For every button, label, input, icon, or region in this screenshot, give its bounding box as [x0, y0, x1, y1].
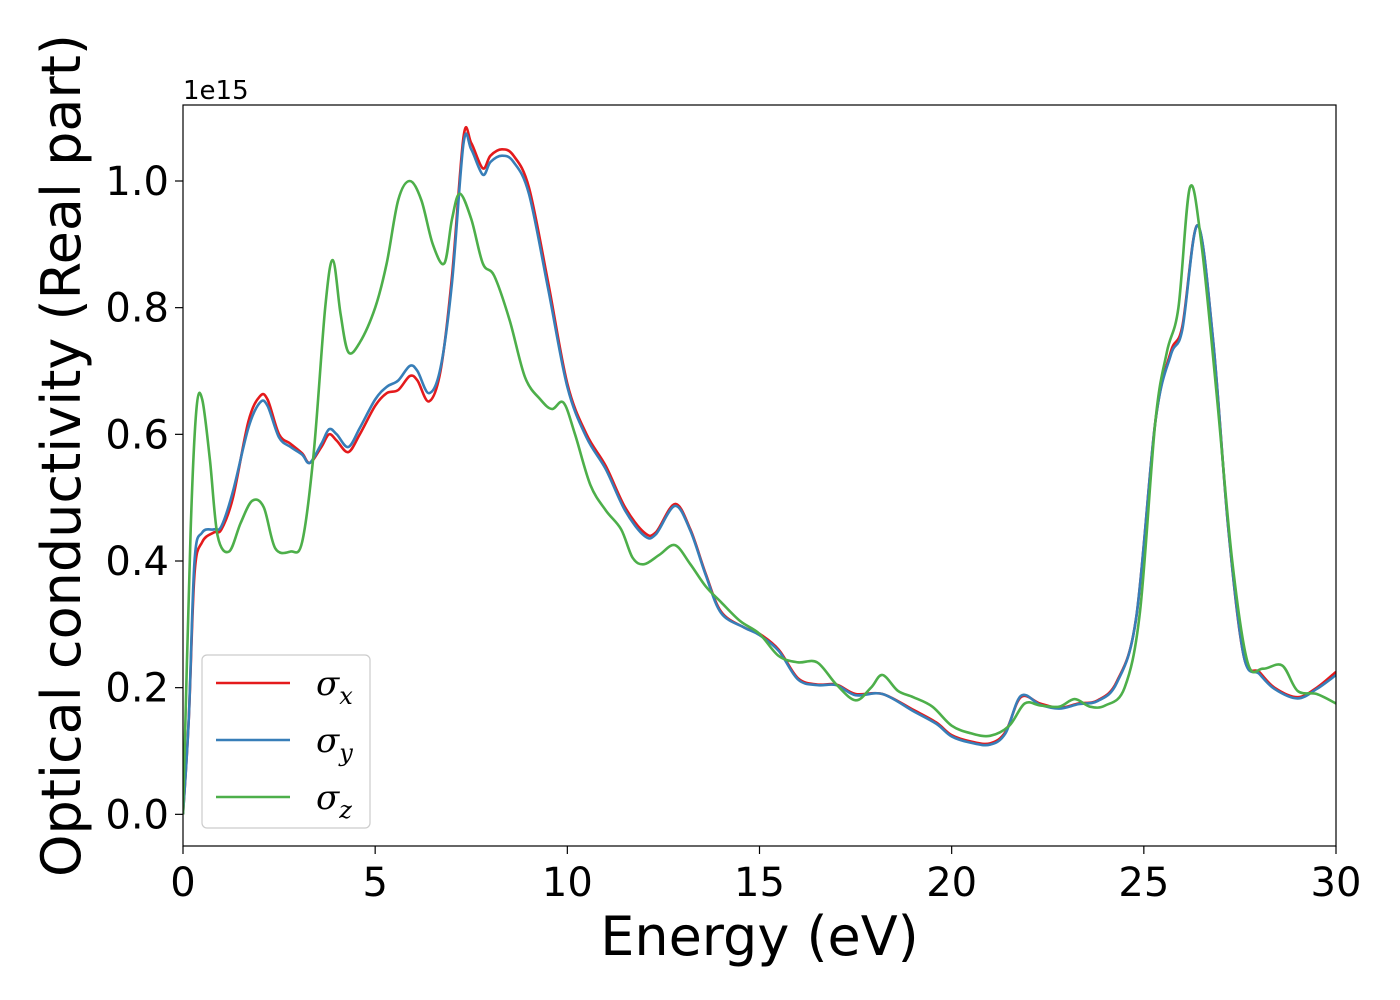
x-tick-label: 5: [362, 860, 387, 906]
y-tick-label: 1.0: [105, 159, 169, 205]
plot-lines: [183, 126, 1336, 815]
x-tick-label: 10: [542, 860, 593, 906]
legend-label-y: σy: [316, 721, 353, 767]
x-axis-title: Energy (eV): [600, 905, 919, 968]
series-line-z: [183, 179, 1336, 815]
x-tick-label: 20: [926, 860, 977, 906]
y-tick-label: 0.6: [105, 412, 169, 458]
y-axis-title: Optical conductivity (Real part): [30, 34, 93, 877]
y-tick-label: 0.4: [105, 539, 169, 585]
legend-label-x: σx: [316, 664, 353, 710]
y-tick-label: 0.2: [105, 666, 169, 712]
legend: σx σy σz: [201, 654, 371, 829]
series-line-y: [183, 132, 1336, 815]
y-offset-text: 1e15: [183, 76, 249, 106]
x-tick-label: 0: [170, 860, 195, 906]
y-axis: 0.0 0.2 0.4 0.6 0.8 1.0: [105, 159, 183, 838]
y-tick-label: 0.0: [105, 792, 169, 838]
x-tick-label: 30: [1311, 860, 1362, 906]
legend-box: [201, 654, 371, 829]
y-tick-label: 0.8: [105, 286, 169, 332]
x-tick-label: 15: [734, 860, 785, 906]
legend-label-z: σz: [316, 778, 352, 824]
x-axis: 0 5 10 15 20 25 30: [170, 846, 1361, 906]
x-tick-label: 25: [1118, 860, 1169, 906]
